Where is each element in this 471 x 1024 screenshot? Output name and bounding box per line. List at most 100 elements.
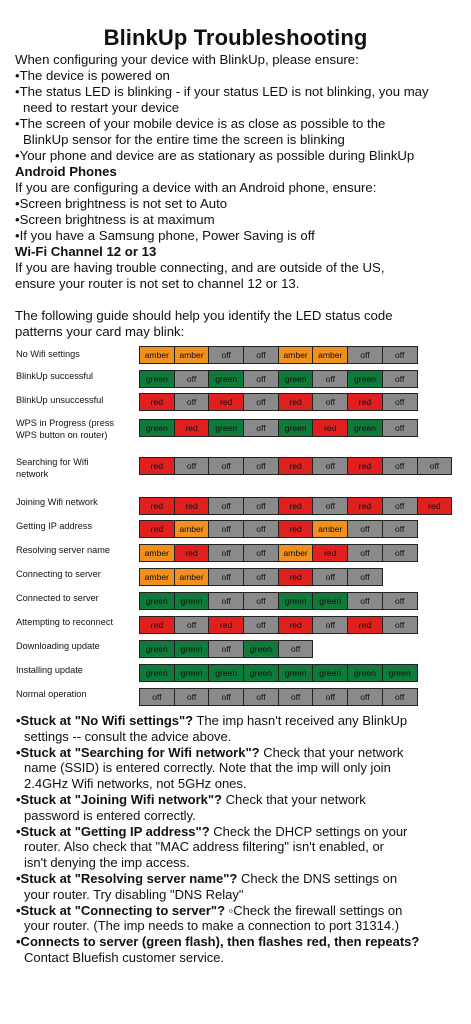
led-row-cells: green green green green green green green green	[139, 664, 418, 682]
note-text: Check that your network	[222, 791, 366, 807]
led-cell-off: off	[173, 370, 210, 388]
note-text: ◦Check the firewall settings on	[225, 902, 403, 918]
led-cell-red: red	[208, 393, 245, 411]
led-cell-off: off	[208, 568, 245, 586]
led-cell-green: green	[347, 664, 383, 682]
troubleshooting-notes: •Stuck at "No Wifi settings"? The imp ha…	[16, 713, 467, 966]
led-cell-off: off	[243, 568, 279, 586]
led-cell-green: green	[139, 664, 175, 682]
led-cell-red: red	[173, 544, 210, 562]
note-text-line: router. Also check that "MAC address fil…	[24, 839, 385, 855]
led-cell-off: off	[381, 393, 418, 411]
led-cell-red: red	[277, 520, 314, 538]
led-row-cells: red amber off off red amber off off	[139, 520, 418, 538]
led-cell-amber: amber	[173, 520, 210, 538]
intro-bullet-line: •The screen of your mobile device is as …	[15, 116, 386, 131]
note-text-line: your router. (The imp needs to make a co…	[24, 918, 400, 934]
led-cell-red: red	[416, 497, 453, 515]
led-cell-amber: amber	[312, 520, 349, 538]
led-cell-red: red	[277, 568, 314, 586]
led-cell-red: red	[173, 419, 210, 437]
led-cell-green: green	[243, 664, 279, 682]
note-heading: •Connects to server (green flash), then …	[16, 934, 420, 950]
led-row-label-line: Joining Wifi network	[16, 497, 98, 507]
led-cell-off: off	[243, 497, 279, 515]
led-cell-red: red	[173, 497, 210, 515]
led-cell-off: off	[381, 688, 418, 706]
led-cell-off: off	[312, 688, 349, 706]
led-cell-off: off	[381, 457, 418, 475]
android-heading: Android Phones	[15, 164, 117, 179]
led-cell-green: green	[277, 664, 314, 682]
led-row-label: Installing update	[16, 664, 136, 676]
android-lead: If you are configuring a device with an …	[15, 180, 377, 195]
led-cell-off: off	[208, 520, 245, 538]
led-row-cells: amber amber off off red off off	[139, 568, 383, 586]
note-text-line: isn't denying the imp access.	[24, 855, 190, 871]
note-item: •Stuck at "Resolving server name"? Check…	[16, 871, 467, 903]
android-bullet: •Screen brightness is at maximum	[15, 212, 215, 227]
intro-bullet: •The device is powered on	[15, 68, 467, 84]
guide-line-2: patterns your card may blink:	[15, 324, 185, 339]
led-row-label: Searching for Wifi network	[16, 456, 136, 480]
led-row-label: Connecting to server	[16, 568, 136, 580]
note-item: •Stuck at "Searching for Wifi network"? …	[16, 745, 467, 792]
led-cell-green: green	[381, 664, 418, 682]
led-cell-off: off	[347, 688, 383, 706]
led-row-label-line: Downloading update	[16, 641, 100, 651]
note-heading: •Stuck at "Connecting to server"?	[16, 902, 226, 918]
led-row-label: Getting IP address	[16, 520, 136, 532]
intro-bullet-line: BlinkUp sensor for the entire time the s…	[23, 132, 345, 147]
led-cell-off: off	[208, 346, 245, 364]
led-row-cells: green green off green off	[139, 640, 314, 658]
led-cell-green: green	[347, 370, 383, 388]
led-cell-off: off	[347, 592, 383, 610]
led-cell-green: green	[243, 640, 279, 658]
led-cell-off: off	[381, 616, 418, 634]
intro-bullets: •The device is powered on •The status LED…	[15, 68, 467, 164]
led-cell-red: red	[139, 616, 175, 634]
led-cell-red: red	[347, 457, 383, 475]
led-cell-amber: amber	[277, 544, 314, 562]
note-text-line: 2.4GHz Wifi networks, not 5GHz ones.	[24, 776, 247, 792]
led-row-label: BlinkUp unsuccessful	[16, 394, 136, 406]
led-cell-off: off	[243, 457, 279, 475]
led-cell-red: red	[277, 616, 314, 634]
led-cell-off: off	[381, 346, 418, 364]
led-row-label: Connected to server	[16, 592, 136, 604]
android-bullet: •If you have a Samsung phone, Power Savi…	[15, 228, 315, 243]
led-row-cells: red off red off red off red off	[139, 616, 418, 634]
led-row-label: Joining Wifi network	[16, 496, 136, 508]
led-cell-off: off	[243, 592, 279, 610]
led-cell-red: red	[277, 393, 314, 411]
led-cell-off: off	[312, 568, 349, 586]
guide-line-1: The following guide should help you iden…	[15, 308, 393, 323]
intro-bullet-line: •Your phone and device are as stationary…	[15, 148, 415, 163]
led-cell-off: off	[312, 393, 349, 411]
led-cell-red: red	[208, 616, 245, 634]
led-cell-off: off	[277, 688, 314, 706]
led-cell-amber: amber	[139, 544, 175, 562]
wifi-line-1: If you are having trouble connecting, an…	[15, 260, 385, 275]
led-row-label-line: Resolving server name	[16, 545, 110, 555]
led-cell-off: off	[243, 419, 279, 437]
led-row-label: No Wifi settings	[16, 348, 136, 360]
led-cell-red: red	[139, 457, 175, 475]
led-row-cells: green off green off green off green off	[139, 370, 418, 388]
note-text-line: Contact Bluefish customer service.	[24, 949, 225, 965]
intro-bullet: •Your phone and device are as stationary…	[15, 148, 467, 164]
led-cell-off: off	[312, 370, 349, 388]
note-heading: •Stuck at "Resolving server name"?	[16, 870, 238, 886]
led-row-label-line: Installing update	[16, 665, 83, 675]
led-cell-green: green	[208, 370, 245, 388]
intro-bullet-line: need to restart your device	[23, 100, 180, 115]
led-row-label-line: Connecting to server	[16, 569, 101, 579]
note-item: •Stuck at "Joining Wifi network"? Check …	[16, 792, 467, 824]
led-cell-off: off	[243, 616, 279, 634]
led-cell-off: off	[243, 393, 279, 411]
led-cell-off: off	[347, 568, 383, 586]
led-cell-off: off	[208, 497, 245, 515]
note-item: •Stuck at "No Wifi settings"? The imp ha…	[16, 713, 467, 745]
led-cell-red: red	[312, 419, 349, 437]
led-cell-amber: amber	[173, 346, 210, 364]
